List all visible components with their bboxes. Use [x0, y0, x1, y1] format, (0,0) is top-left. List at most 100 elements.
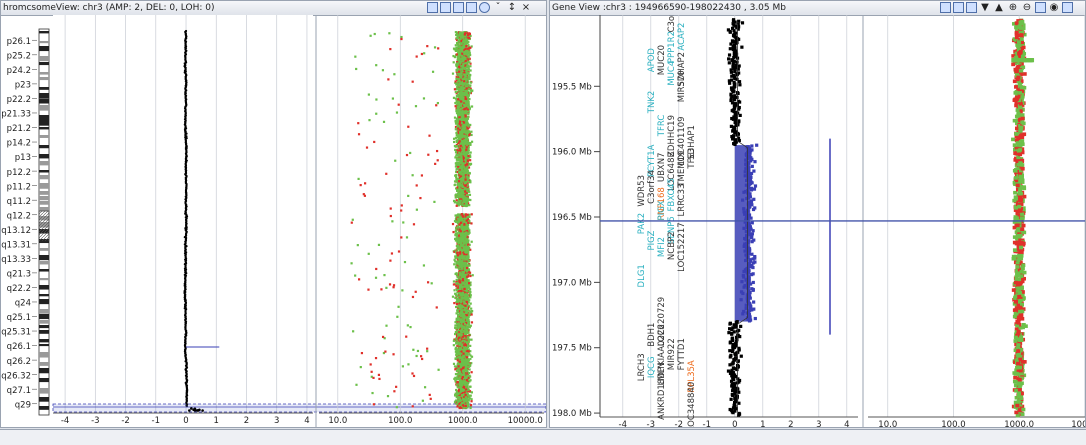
- intensity-point-green: [455, 312, 457, 314]
- cytoband-stripe: [39, 62, 49, 65]
- copy-number-point: [194, 409, 197, 412]
- intensity-point-green: [467, 44, 469, 46]
- intensity-point-red: [469, 47, 471, 49]
- intensity-point-green: [456, 56, 458, 58]
- intensity-tick-label: 10.0: [328, 416, 347, 426]
- cytoband-label: q26.1: [7, 342, 31, 352]
- cytoband-stripe: [39, 135, 49, 138]
- cytoband-stripe: [39, 339, 49, 342]
- intensity-point-green: [453, 141, 455, 143]
- intensity-point-green: [455, 214, 457, 216]
- copy-number-point: [201, 409, 204, 412]
- cytoband-stripe: [39, 299, 49, 304]
- cytoband-label: q13.12: [1, 226, 31, 236]
- intensity-point-green: [470, 395, 472, 397]
- cytoband-stripe: [39, 314, 49, 319]
- cytoband-stripe: [39, 31, 49, 33]
- intensity-point-green: [455, 44, 457, 46]
- cytoband-label: q21.3: [7, 270, 31, 280]
- intensity-point-green: [455, 194, 457, 196]
- intensity-tick-label: 1000.0: [448, 416, 478, 426]
- cytoband-stripe: [39, 248, 49, 251]
- intensity-point-green: [469, 368, 471, 370]
- cytoband-stripe: [39, 145, 49, 148]
- cytoband-stripe: [39, 255, 49, 260]
- cytoband-stripe: [39, 325, 49, 328]
- copy-number-tick-label: 4: [304, 416, 309, 426]
- intensity-point-green: [452, 296, 454, 298]
- cytoband-label: q22.2: [7, 284, 31, 294]
- cytoband-stripe: [39, 397, 49, 402]
- cytoband-label: p11.2: [7, 182, 31, 192]
- chromosome-view-panel: hromcsomeView: chr3 (AMP: 2, DEL: 0, LOH…: [0, 0, 547, 428]
- intensity-point-green: [454, 184, 456, 186]
- chromosome-view-toolbar: ˇ ↕ ×: [427, 2, 532, 13]
- cytoband-stripe: [39, 269, 49, 272]
- copy-number-tick-label: 1: [214, 416, 219, 426]
- refresh-icon[interactable]: [479, 2, 490, 13]
- intensity-point-green: [471, 241, 473, 243]
- intensity-point-red: [454, 88, 456, 90]
- copy-number-tick-label: -4: [61, 416, 69, 426]
- copy-number-tick-label: -3: [91, 416, 99, 426]
- cytoband-label: q27.1: [7, 386, 31, 396]
- cytoband-label: q13.33: [1, 255, 31, 265]
- cytoband-stripe: [39, 175, 49, 179]
- chromosome-view-title: hromcsomeView: chr3 (AMP: 2, DEL: 0, LOH…: [3, 3, 214, 13]
- intensity-point-green: [469, 84, 471, 86]
- cytoband-stripe: [39, 406, 49, 410]
- cytoband-stripe: [39, 170, 49, 173]
- cytoband-label: p14.2: [7, 139, 31, 149]
- cytoband-stripe: [39, 127, 49, 129]
- cytoband-label: p22.2: [7, 95, 31, 105]
- cytoband-stripe: [39, 368, 49, 373]
- cytoband-stripe: [39, 87, 49, 90]
- intensity-point-red: [471, 313, 473, 315]
- copy-number-tick-label: 2: [244, 416, 249, 426]
- cytoband-stripe: [39, 41, 49, 43]
- cytoband-label: p24.2: [7, 66, 31, 76]
- copy-number-point: [190, 407, 193, 410]
- copy-number-tick-label: 3: [274, 416, 279, 426]
- close-icon[interactable]: ×: [520, 2, 532, 13]
- cytoband-stripe: [39, 161, 49, 165]
- cytoband-label: p21.2: [7, 124, 31, 134]
- intensity-point-green: [455, 91, 457, 93]
- cytoband-stripe: [39, 207, 49, 211]
- grid-icon[interactable]: [453, 2, 464, 13]
- cytoband-label: q26.2: [7, 357, 31, 367]
- cytoband-label: p13: [15, 153, 31, 163]
- intensity-point-green: [454, 255, 456, 257]
- intensity-point-red: [471, 371, 473, 373]
- cytoband-stripe: [39, 352, 49, 358]
- intensity-point-green: [453, 61, 455, 63]
- intensity-point-red: [470, 222, 472, 224]
- list-icon[interactable]: [440, 2, 451, 13]
- intensity-point-green: [452, 73, 454, 75]
- intensity-point-green: [468, 264, 470, 266]
- intensity-tick-label: 10000.0: [508, 416, 543, 426]
- table-icon[interactable]: [427, 2, 438, 13]
- intensity-point-red: [453, 302, 455, 304]
- intensity-point-green: [457, 178, 459, 180]
- cytoband-label: q29: [15, 400, 31, 410]
- chart-icon[interactable]: [466, 2, 477, 13]
- cytoband-label: q24: [15, 299, 31, 309]
- intensity-point-green: [470, 151, 472, 153]
- intensity-point-green: [453, 280, 455, 282]
- cytoband-stripe: [39, 261, 49, 264]
- cytoband-stripe: [39, 99, 49, 104]
- minimize-icon[interactable]: ˇ: [492, 2, 504, 13]
- intensity-point-green: [455, 165, 457, 167]
- copy-number-point: [188, 409, 191, 412]
- intensity-point-green: [453, 363, 455, 365]
- cytoband-stripe: [39, 154, 49, 158]
- intensity-point-green: [457, 310, 459, 312]
- intensity-point-green: [467, 113, 469, 115]
- intensity-point-green: [471, 141, 473, 143]
- cytoband-stripe: [39, 56, 49, 61]
- cytoband-stripe: [39, 388, 49, 394]
- pin-icon[interactable]: ↕: [506, 2, 518, 13]
- cytoband-stripe: [39, 285, 49, 290]
- cytoband-stripe: [39, 191, 49, 195]
